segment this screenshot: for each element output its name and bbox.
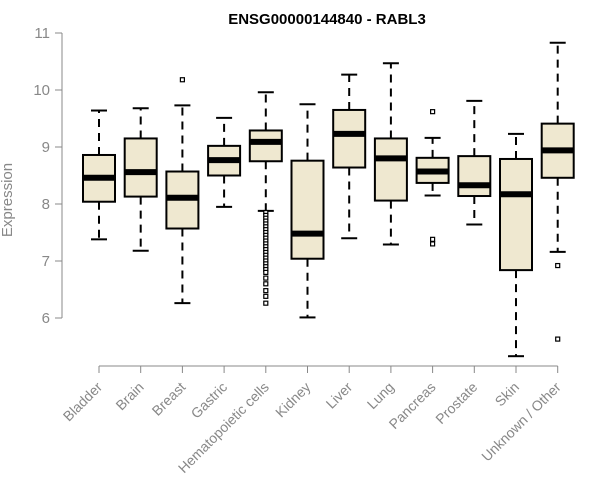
outlier-point <box>430 241 436 247</box>
box-liver <box>332 73 367 240</box>
box-gastric <box>207 116 242 208</box>
box-prostate <box>457 99 492 226</box>
box-pancreas <box>415 109 450 247</box>
y-tick-label: 7 <box>42 253 50 270</box>
iqr-box <box>123 137 158 198</box>
x-tick-label: Prostate <box>432 379 480 427</box>
x-tick-label: Unknown / Other <box>478 379 564 465</box>
y-axis-title: Expression <box>0 163 16 237</box>
y-tick-label: 9 <box>42 139 50 156</box>
x-tick-label: Breast <box>149 379 189 419</box>
outlier-point <box>263 288 269 294</box>
outlier-point <box>179 77 185 83</box>
outlier-point <box>263 281 269 287</box>
y-tick-label: 6 <box>42 310 50 327</box>
iqr-box <box>332 108 367 169</box>
y-tick-label: 10 <box>33 82 50 99</box>
box-skin <box>499 132 533 358</box>
box-brain <box>123 107 158 252</box>
x-tick-label: Skin <box>492 379 523 410</box>
outlier-point <box>263 300 269 306</box>
x-tick-label: Liver <box>323 379 356 412</box>
iqr-box <box>248 129 283 163</box>
box-breast <box>165 77 200 305</box>
box-bladder <box>82 109 116 241</box>
y-tick-label: 11 <box>34 25 50 42</box>
boxes-layer <box>82 41 575 358</box>
x-tick-label: Brain <box>112 379 146 413</box>
chart-title: ENSG00000144840 - RABL3 <box>228 11 426 28</box>
iqr-box <box>373 137 408 202</box>
outlier-point <box>430 236 436 242</box>
box-unknown-other <box>540 41 575 342</box>
outlier-point <box>263 293 269 299</box>
box-hematopoietic-cells <box>248 91 283 306</box>
outlier-point <box>263 275 269 281</box>
outlier-point <box>430 109 436 115</box>
x-tick-label: Lung <box>364 379 397 412</box>
box-kidney <box>290 103 325 319</box>
iqr-box <box>499 157 533 272</box>
iqr-box <box>457 155 492 198</box>
outlier-point <box>263 269 269 275</box>
iqr-box <box>290 159 325 260</box>
box-lung <box>373 62 408 246</box>
x-tick-label: Kidney <box>272 379 314 421</box>
x-tick-label: Bladder <box>60 379 106 425</box>
y-tick-label: 8 <box>42 196 50 213</box>
y-axis: 6 7 8 9 10 11 <box>33 25 63 327</box>
outlier-point <box>555 262 561 269</box>
outlier-point <box>555 336 561 342</box>
